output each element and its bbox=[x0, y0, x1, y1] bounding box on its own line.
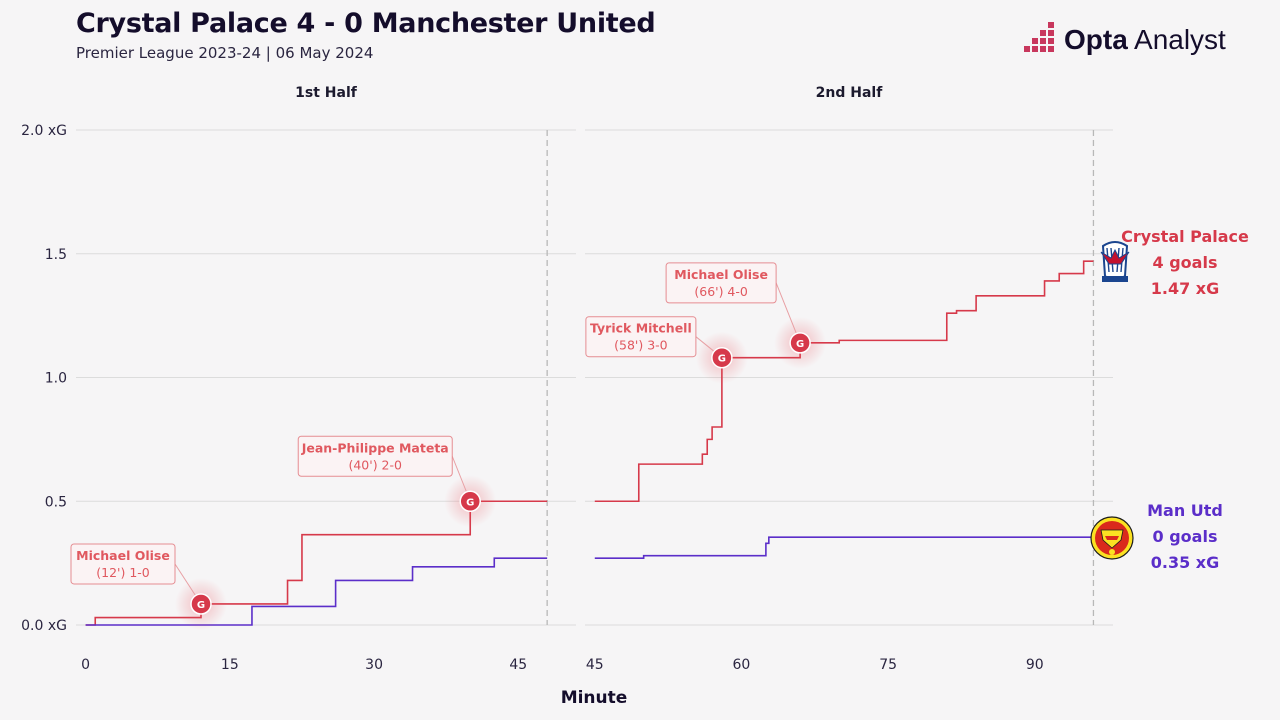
x-tick-label-1-3: 45 bbox=[509, 657, 527, 673]
y-tick-label-0: 0.0 xG bbox=[21, 618, 67, 634]
goal-detail-2: (40') 2-0 bbox=[348, 457, 402, 472]
brand-bold: Opta bbox=[1064, 24, 1128, 55]
goal-connector-4 bbox=[775, 282, 801, 344]
goal-label-box-1 bbox=[70, 543, 176, 585]
goal-marker-1 bbox=[190, 593, 212, 615]
goal-detail-3: (58') 3-0 bbox=[614, 338, 668, 353]
x-tick-label-2-0: 45 bbox=[586, 657, 604, 673]
crest-dot bbox=[1109, 549, 1115, 555]
goal-label-box-2 bbox=[297, 435, 453, 477]
opta-logo-icon bbox=[1024, 22, 1054, 52]
y-tick-label-1: 0.5 bbox=[45, 494, 67, 510]
crest-eagle bbox=[1100, 248, 1130, 265]
x-tick-label-1-1: 15 bbox=[221, 657, 239, 673]
man-utd-summary: Man Utd 0 goals 0.35 xG bbox=[1110, 498, 1260, 576]
brand-wordmark: Opta Analyst bbox=[1064, 24, 1226, 56]
x-tick-label-2-1: 60 bbox=[733, 657, 751, 673]
x-tick-label-2-3: 90 bbox=[1026, 657, 1044, 673]
man-utd-goals-label: 0 goals bbox=[1152, 527, 1218, 546]
goal-scorer-4: Michael Olise bbox=[674, 267, 768, 282]
goal-label-box-3 bbox=[585, 316, 697, 358]
goal-scorer-3: Tyrick Mitchell bbox=[590, 321, 692, 336]
crystal-palace-xg-label: 1.47 xG bbox=[1150, 279, 1220, 298]
crystal-palace-crest-icon bbox=[1100, 241, 1130, 282]
x-tick-label-1-2: 30 bbox=[365, 657, 383, 673]
crystal-palace-goals-label: 4 goals bbox=[1152, 253, 1218, 272]
goal-marker-letter-3: G bbox=[718, 354, 726, 365]
man-utd-crest-icon bbox=[1090, 516, 1134, 560]
panel-2 bbox=[585, 129, 1113, 626]
goal-marker-letter-4: G bbox=[796, 339, 804, 350]
crest-devil bbox=[1105, 536, 1119, 540]
x-axis-label: Minute bbox=[561, 688, 628, 708]
goal-marker-4 bbox=[789, 332, 811, 354]
panel-title-2: 2nd Half bbox=[816, 85, 884, 101]
man-utd-xg-line-half-1 bbox=[85, 557, 548, 626]
goal-scorer-1: Michael Olise bbox=[76, 548, 170, 563]
goal-detail-1: (12') 1-0 bbox=[96, 565, 150, 580]
goal-marker-letter-1: G bbox=[197, 600, 205, 611]
panel-1 bbox=[76, 129, 576, 626]
opta-analyst-logo: Opta Analyst bbox=[1024, 22, 1234, 62]
y-tick-label-3: 1.5 bbox=[45, 247, 67, 263]
brand-rest: Analyst bbox=[1127, 24, 1226, 55]
goal-annotation-1: Michael Olise (12') 1-0 G bbox=[70, 543, 227, 630]
page-subtitle: Premier League 2023-24 | 06 May 2024 bbox=[76, 44, 374, 62]
man-utd-xg-label: 0.35 xG bbox=[1150, 553, 1220, 572]
crystal-palace-summary: Crystal Palace 4 goals 1.47 xG bbox=[1110, 224, 1260, 302]
y-tick-label-2: 1.0 bbox=[45, 371, 67, 387]
goal-annotation-3: Tyrick Mitchell (58') 3-0 G bbox=[585, 316, 748, 384]
crystal-palace-xg-line-half-2 bbox=[594, 260, 1094, 503]
crystal-palace-team-label: Crystal Palace bbox=[1121, 227, 1249, 246]
crystal-palace-xg-line-half-1 bbox=[85, 500, 548, 626]
goal-annotation-4: Michael Olise (66') 4-0 G bbox=[665, 262, 827, 369]
man-utd-team-label: Man Utd bbox=[1147, 501, 1223, 520]
crest-banner bbox=[1102, 276, 1128, 282]
page-title: Crystal Palace 4 - 0 Manchester United bbox=[76, 8, 656, 39]
goal-marker-2 bbox=[459, 490, 481, 512]
panel-title-1: 1st Half bbox=[295, 85, 358, 101]
goal-annotation-2: Jean-Philippe Mateta (40') 2-0 G bbox=[297, 435, 497, 528]
goal-scorer-2: Jean-Philippe Mateta bbox=[301, 440, 449, 455]
man-utd-xg-line-half-2 bbox=[594, 536, 1094, 559]
goal-detail-4: (66') 4-0 bbox=[694, 284, 748, 299]
x-tick-label-2-2: 75 bbox=[879, 657, 897, 673]
y-tick-label-4: 2.0 xG bbox=[21, 123, 67, 139]
goal-label-box-4 bbox=[665, 262, 777, 304]
x-tick-label-1-0: 0 bbox=[81, 657, 90, 673]
goal-marker-letter-2: G bbox=[466, 497, 474, 508]
goal-marker-3 bbox=[711, 346, 733, 369]
